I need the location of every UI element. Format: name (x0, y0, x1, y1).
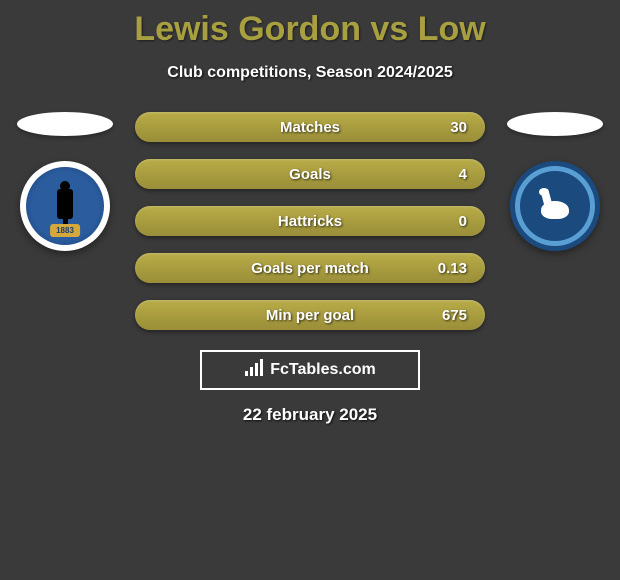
stat-value: 4 (459, 166, 467, 183)
badge-left-inner: 1883 (26, 167, 104, 245)
page-title: Lewis Gordon vs Low (0, 10, 620, 49)
watermark-box: FcTables.com (200, 350, 420, 390)
stat-bar-hattricks: Hattricks 0 (135, 206, 485, 236)
badge-right-inner (520, 171, 590, 241)
subtitle: Club competitions, Season 2024/2025 (0, 64, 620, 82)
stat-bar-goals-per-match: Goals per match 0.13 (135, 253, 485, 283)
stat-value: 675 (442, 307, 467, 324)
stats-column: Matches 30 Goals 4 Hattricks 0 Goals per… (135, 112, 485, 330)
stat-label: Goals per match (251, 260, 369, 277)
stat-label: Matches (280, 119, 340, 136)
chart-icon (244, 359, 264, 382)
stat-label: Hattricks (278, 213, 342, 230)
content-row: 1883 Matches 30 Goals 4 Hattricks 0 Goal… (0, 112, 620, 330)
badge-year: 1883 (50, 224, 80, 237)
stat-label: Goals (289, 166, 331, 183)
stat-value: 30 (450, 119, 467, 136)
left-ellipse-marker (17, 112, 113, 136)
right-column (495, 112, 615, 251)
stat-label: Min per goal (266, 307, 354, 324)
right-ellipse-marker (507, 112, 603, 136)
wycombe-wanderers-badge (510, 161, 600, 251)
stat-value: 0 (459, 213, 467, 230)
stat-bar-min-per-goal: Min per goal 675 (135, 300, 485, 330)
date-text: 22 february 2025 (0, 405, 620, 425)
stat-bar-matches: Matches 30 (135, 112, 485, 142)
stat-bar-goals: Goals 4 (135, 159, 485, 189)
stat-value: 0.13 (438, 260, 467, 277)
watermark-text: FcTables.com (270, 361, 376, 379)
infographic-container: Lewis Gordon vs Low Club competitions, S… (0, 0, 620, 425)
swan-icon (537, 188, 573, 224)
left-column: 1883 (5, 112, 125, 251)
bristol-rovers-badge: 1883 (20, 161, 110, 251)
